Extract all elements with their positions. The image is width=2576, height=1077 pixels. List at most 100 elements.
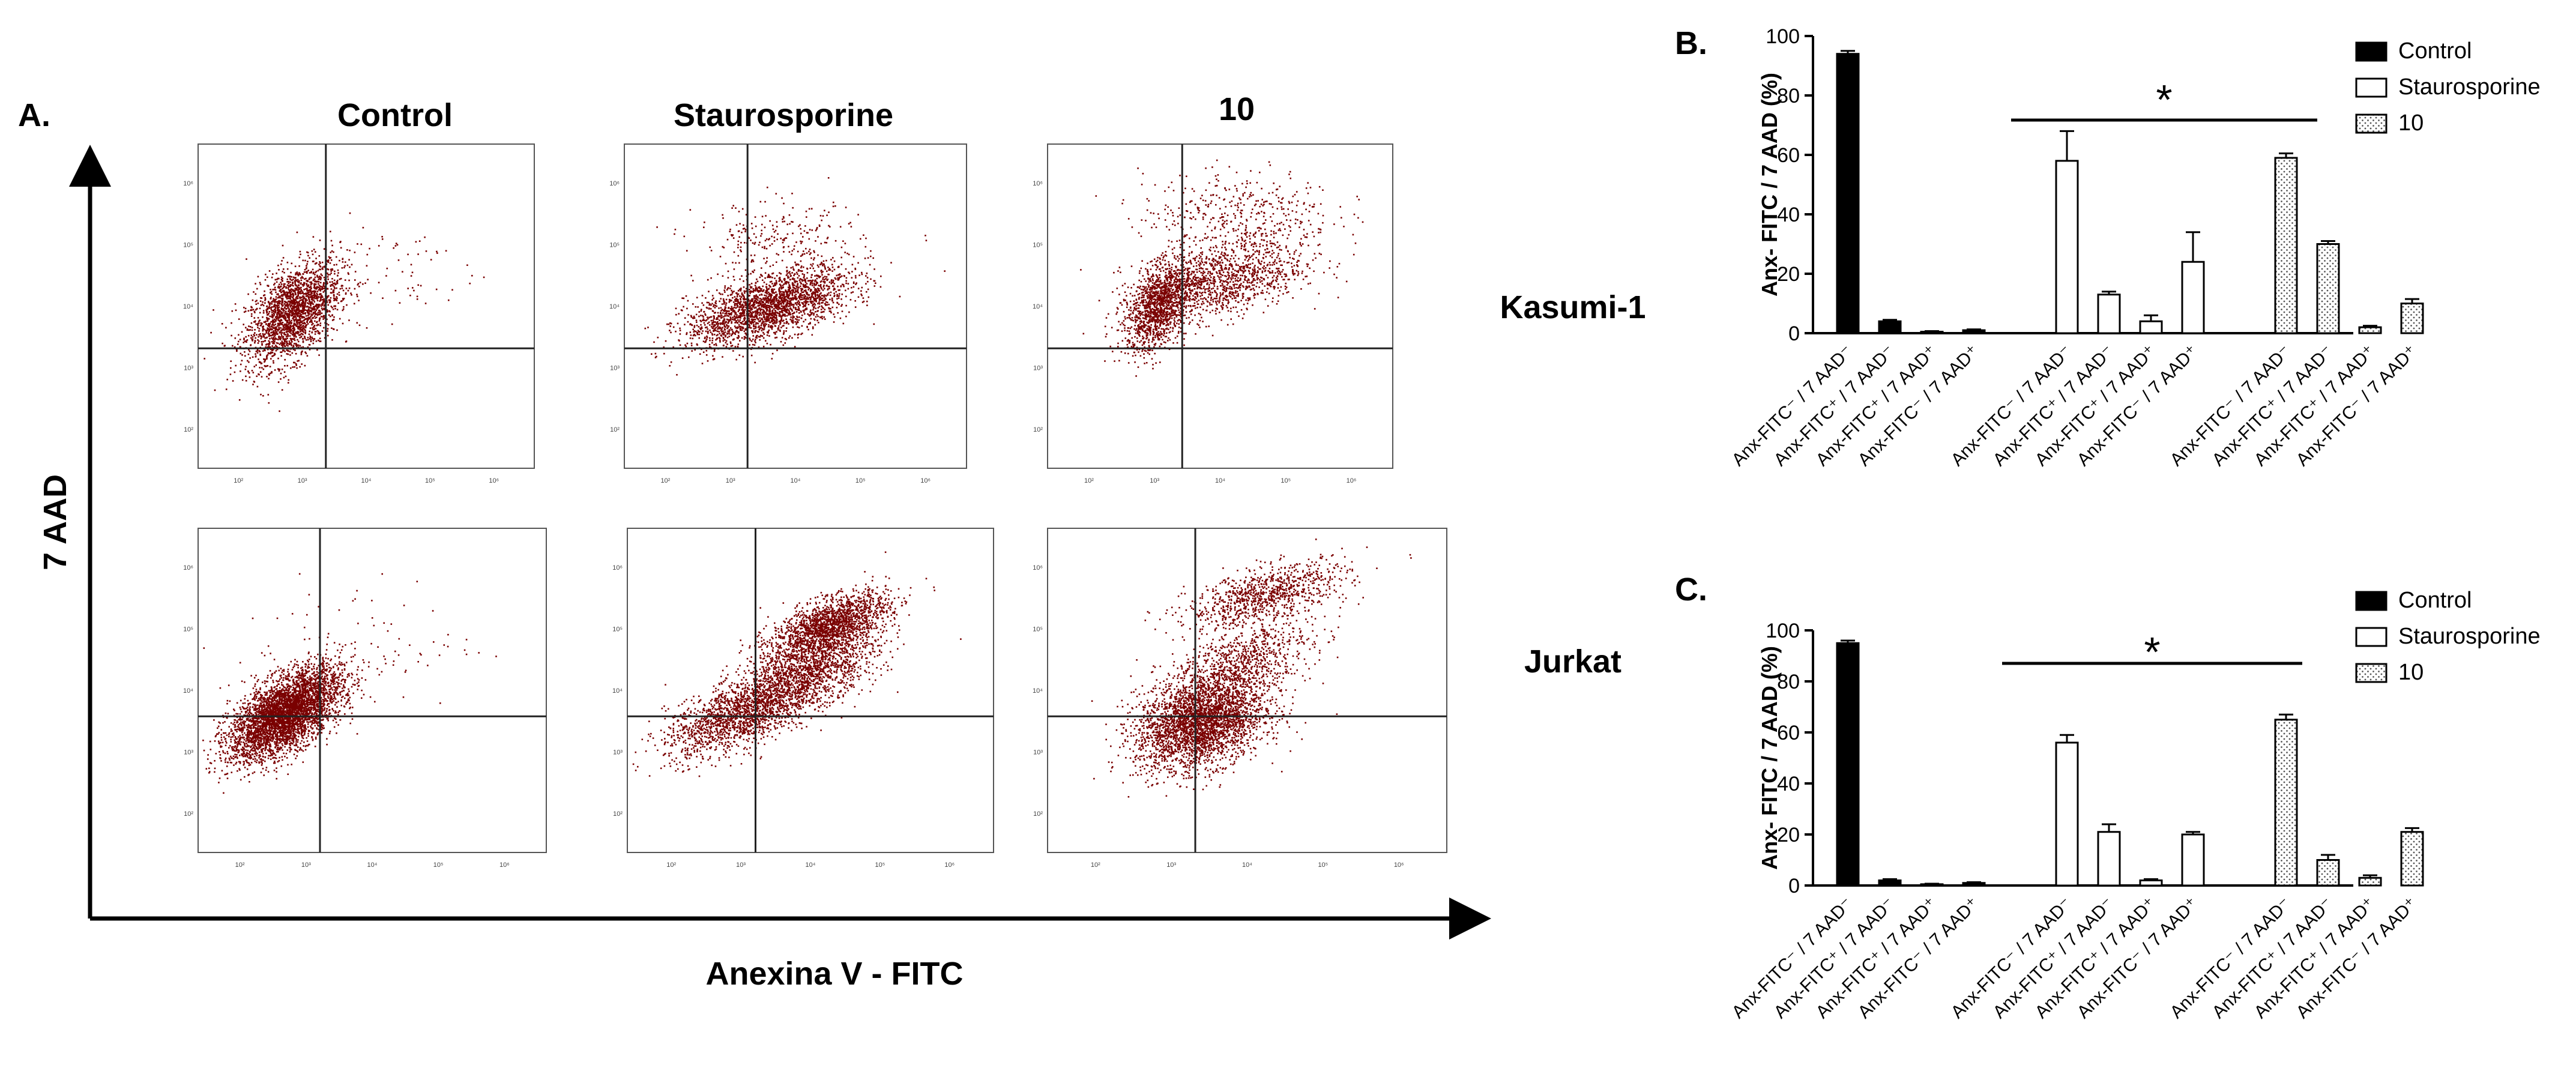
bar: [2139, 879, 2163, 887]
flow-y-tick: 10²: [613, 810, 623, 818]
flow-plot: 10² 10² 10³ 10³ 10⁴ 10⁴ 10⁵ 10⁵ 10⁶ 10⁶: [1033, 143, 1393, 484]
flow-y-tick: 10²: [610, 426, 620, 433]
bar-chart-c: C.Anx- FITC / 7 AAD (%)020406080100Anx-F…: [1675, 572, 2541, 1022]
flow-x-tick: 10³: [1166, 861, 1176, 869]
significance-star: *: [2156, 76, 2172, 123]
panel-a-letter: A.: [18, 97, 50, 133]
flow-dots: [1080, 159, 1364, 377]
flow-x-tick: 10⁴: [1215, 477, 1225, 484]
y-tick-label: 100: [1766, 25, 1800, 48]
bar-chart-b: B.Anx- FITC / 7 AAD (%)020406080100Anx-F…: [1675, 25, 2541, 470]
panel-letter: C.: [1675, 572, 1707, 608]
bar: [2274, 719, 2298, 887]
flow-y-tick: 10⁵: [1033, 241, 1043, 249]
bar: [1836, 53, 1860, 334]
column-header-10: 10: [1219, 91, 1255, 127]
row-label-jurkat: Jurkat: [1524, 644, 1621, 680]
bar: [2097, 831, 2121, 887]
bar: [2358, 876, 2382, 887]
legend-label: 10: [2398, 660, 2424, 685]
flow-x-tick: 10²: [235, 861, 245, 869]
bar: [2316, 243, 2340, 334]
column-header-control: Control: [337, 97, 453, 133]
legend-swatch: [2355, 77, 2387, 98]
flow-y-tick: 10⁶: [1033, 564, 1043, 572]
flow-plot: 10² 10² 10³ 10³ 10⁴ 10⁴ 10⁵ 10⁵ 10⁶ 10⁶: [183, 528, 547, 869]
legend-swatch: [2355, 113, 2387, 134]
flow-x-tick: 10³: [726, 477, 735, 484]
flow-y-tick: 10²: [184, 426, 193, 433]
flow-y-tick: 10²: [1033, 810, 1043, 818]
flow-x-tick: 10⁴: [791, 477, 801, 484]
column-header-staurosporine: Staurosporine: [674, 97, 893, 133]
flow-plot-frame: [627, 528, 994, 853]
flow-y-tick: 10⁴: [609, 303, 620, 310]
flow-y-tick: 10⁵: [1033, 626, 1043, 633]
bar: [2400, 831, 2424, 887]
y-tick-label: 40: [1777, 204, 1800, 226]
flow-y-tick: 10³: [613, 749, 623, 756]
legend-label: Staurosporine: [2398, 624, 2541, 649]
flow-x-tick: 10³: [298, 477, 307, 484]
bar: [1962, 329, 1986, 334]
flow-plot-frame: [624, 143, 967, 469]
bar: [2400, 303, 2424, 334]
flow-x-tick: 10⁶: [944, 861, 955, 869]
flow-y-tick: 10⁴: [1033, 687, 1043, 695]
y-tick-label: 100: [1766, 620, 1800, 642]
x-axis-label: Anexina V - FITC: [705, 956, 963, 992]
flow-plot-frame: [1047, 528, 1447, 853]
flow-y-tick: 10²: [184, 810, 193, 818]
bar: [2139, 320, 2163, 334]
y-tick-label: 20: [1777, 824, 1800, 846]
y-tick-label: 60: [1777, 722, 1800, 744]
bar: [2181, 833, 2205, 887]
y-tick-label: 60: [1777, 144, 1800, 167]
bar: [1878, 879, 1902, 887]
flow-x-tick: 10²: [666, 861, 676, 869]
legend-swatch: [2355, 591, 2387, 611]
flow-y-tick: 10⁵: [612, 626, 623, 633]
y-tick-label: 0: [1788, 875, 1800, 898]
flow-y-tick: 10⁴: [1033, 303, 1043, 310]
legend-label: 10: [2398, 110, 2424, 136]
flow-plot: 10² 10² 10³ 10³ 10⁴ 10⁴ 10⁵ 10⁵ 10⁶ 10⁶: [1033, 528, 1447, 869]
y-axis-label: Anx- FITC / 7 AAD (%): [1757, 73, 1782, 297]
bar: [1962, 882, 1986, 887]
flow-x-tick: 10⁴: [806, 861, 816, 869]
flow-x-tick: 10⁵: [433, 861, 444, 869]
flow-x-tick: 10⁵: [875, 861, 885, 869]
flow-x-tick: 10⁵: [1318, 861, 1328, 869]
legend-swatch: [2355, 663, 2387, 683]
flow-y-tick: 10⁴: [183, 687, 193, 695]
y-tick-label: 80: [1777, 85, 1800, 107]
flow-y-tick: 10³: [184, 365, 193, 372]
flow-x-tick: 10⁶: [920, 477, 931, 484]
flow-x-tick: 10⁴: [367, 861, 378, 869]
legend-swatch: [2355, 41, 2387, 62]
flow-y-tick: 10⁵: [183, 241, 193, 249]
flow-x-tick: 10²: [660, 477, 670, 484]
flow-x-tick: 10²: [234, 477, 243, 484]
panel-letter: B.: [1675, 25, 1707, 61]
flow-y-tick: 10⁴: [183, 303, 193, 310]
y-tick-label: 20: [1777, 263, 1800, 286]
y-axis-label: Anx- FITC / 7 AAD (%): [1757, 646, 1782, 870]
bar: [2097, 294, 2121, 334]
flow-plot: 10² 10² 10³ 10³ 10⁴ 10⁴ 10⁵ 10⁵ 10⁶ 10⁶: [183, 143, 535, 484]
legend-swatch: [2355, 627, 2387, 647]
y-tick-label: 80: [1777, 671, 1800, 693]
flow-x-tick: 10²: [1084, 477, 1094, 484]
flow-plot-frame: [1047, 143, 1393, 469]
flow-plot: 10² 10² 10³ 10³ 10⁴ 10⁴ 10⁵ 10⁵ 10⁶ 10⁶: [609, 143, 967, 484]
flow-plot-frame: [198, 528, 547, 853]
flow-y-tick: 10⁶: [609, 180, 620, 187]
flow-x-tick: 10³: [1150, 477, 1159, 484]
bar: [2055, 160, 2079, 334]
legend-label: Control: [2398, 588, 2472, 613]
flow-x-tick: 10⁴: [1242, 861, 1252, 869]
flow-plot: 10² 10² 10³ 10³ 10⁴ 10⁴ 10⁵ 10⁵ 10⁶ 10⁶: [612, 528, 994, 869]
bar: [1836, 642, 1860, 887]
flow-x-tick: 10⁵: [1280, 477, 1291, 484]
